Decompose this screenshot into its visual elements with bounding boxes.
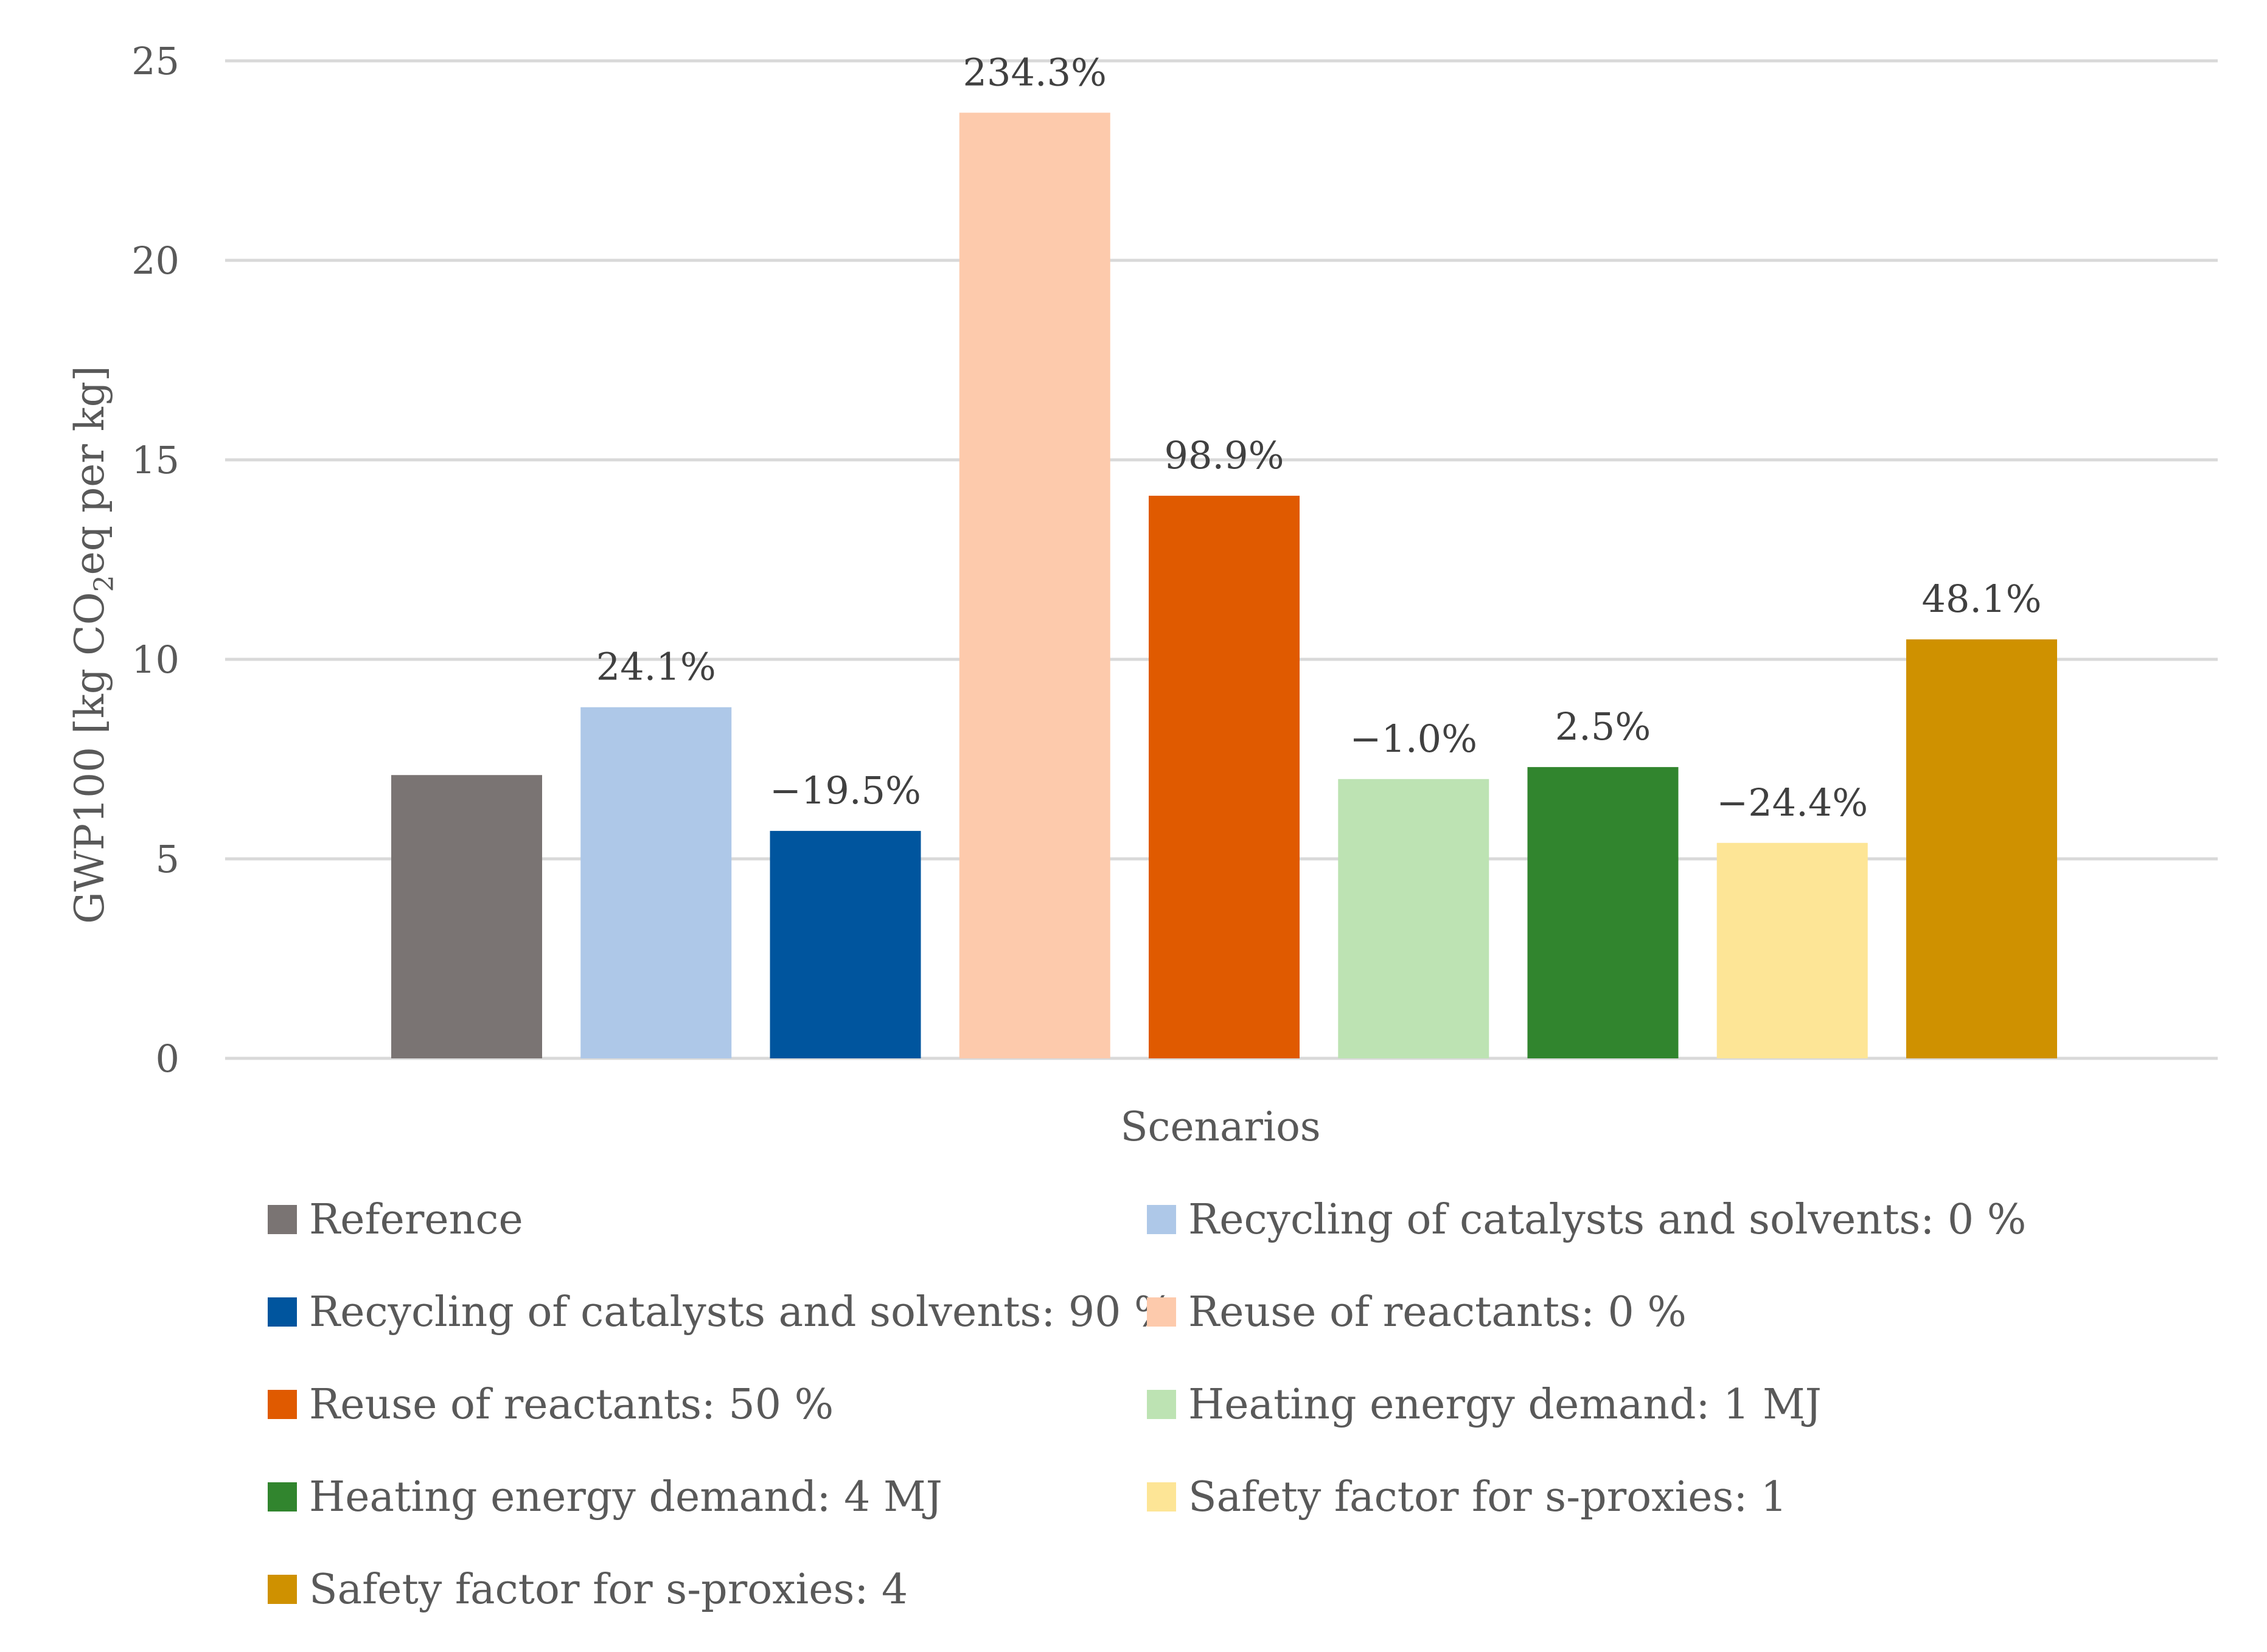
y-tick-label: 10 xyxy=(131,637,179,682)
y-axis-title: GWP100 [kg CO2eq per kg] xyxy=(66,366,120,924)
legend-item-3: Recycling of catalysts and solvents: 90 … xyxy=(268,1288,1174,1336)
legend-swatch xyxy=(1147,1390,1176,1419)
legend-label: Safety factor for s-proxies: 1 xyxy=(1188,1473,1788,1521)
bar-6 xyxy=(1338,779,1489,1058)
data-labels: 24.1% −19.5% 234.3% 98.9% −1.0% 2.5% −24.4% 48.… xyxy=(596,50,2042,824)
bar-7 xyxy=(1527,767,1679,1058)
legend-label: Recycling of catalysts and solvents: 0 % xyxy=(1188,1195,2027,1244)
legend-label: Heating energy demand: 1 MJ xyxy=(1188,1380,1822,1429)
legend-item-9: Safety factor for s-proxies: 4 xyxy=(268,1565,908,1614)
legend-item-7: Heating energy demand: 4 MJ xyxy=(268,1473,942,1521)
legend-item-5: Reuse of reactants: 50 % xyxy=(268,1380,834,1429)
legend-swatch xyxy=(268,1297,297,1327)
data-label-8: −24.4% xyxy=(1716,780,1868,825)
legend-swatch xyxy=(1147,1205,1176,1234)
legend-swatch xyxy=(268,1205,297,1234)
legend-label: Heating energy demand: 4 MJ xyxy=(309,1473,942,1521)
data-label-5: 98.9% xyxy=(1165,433,1284,477)
legend-item-4: Reuse of reactants: 0 % xyxy=(1147,1288,1687,1336)
bar-8 xyxy=(1716,842,1868,1058)
legend-item-1: Reference xyxy=(268,1195,523,1244)
legend-item-2: Recycling of catalysts and solvents: 0 % xyxy=(1147,1195,2026,1244)
legend-swatch xyxy=(268,1482,297,1511)
legend-swatch xyxy=(1147,1297,1176,1327)
bar-2 xyxy=(580,707,732,1058)
y-tick-label: 5 xyxy=(156,837,179,881)
legend-label: Reuse of reactants: 50 % xyxy=(309,1380,834,1429)
y-tick-label: 0 xyxy=(156,1036,179,1081)
x-axis-title: Scenarios xyxy=(1120,1103,1320,1150)
legend-swatch xyxy=(268,1390,297,1419)
y-axis-title-part-1: GWP100 [kg CO xyxy=(66,592,113,924)
y-tick-label: 25 xyxy=(131,39,179,83)
bar-4 xyxy=(959,113,1110,1058)
y-axis-title-subscript: 2 xyxy=(89,575,120,592)
data-label-6: −1.0% xyxy=(1350,717,1477,761)
legend-label: Reuse of reactants: 0 % xyxy=(1188,1288,1687,1336)
legend-swatch xyxy=(1147,1482,1176,1511)
data-label-2: 24.1% xyxy=(596,645,716,689)
bars xyxy=(391,113,2057,1058)
legend-item-6: Heating energy demand: 1 MJ xyxy=(1147,1380,1822,1429)
bar-1 xyxy=(391,775,542,1058)
y-tick-label: 15 xyxy=(131,438,179,482)
y-tick-labels: 0 5 10 15 20 25 xyxy=(131,39,179,1081)
y-tick-label: 20 xyxy=(131,238,179,283)
data-label-4: 234.3% xyxy=(963,50,1107,94)
legend-label: Reference xyxy=(309,1195,523,1244)
legend-swatch xyxy=(268,1575,297,1604)
data-label-9: 48.1% xyxy=(1922,577,2042,621)
legend-label: Recycling of catalysts and solvents: 90 … xyxy=(309,1288,1174,1336)
bar-3 xyxy=(770,831,921,1058)
legend-label: Safety factor for s-proxies: 4 xyxy=(309,1565,908,1614)
bar-5 xyxy=(1149,496,1300,1058)
legend-item-8: Safety factor for s-proxies: 1 xyxy=(1147,1473,1787,1521)
bar-9 xyxy=(1906,639,2057,1058)
data-label-3: −19.5% xyxy=(770,768,921,813)
y-axis-title-part-2: eq per kg] xyxy=(66,366,113,575)
data-label-7: 2.5% xyxy=(1555,704,1651,749)
